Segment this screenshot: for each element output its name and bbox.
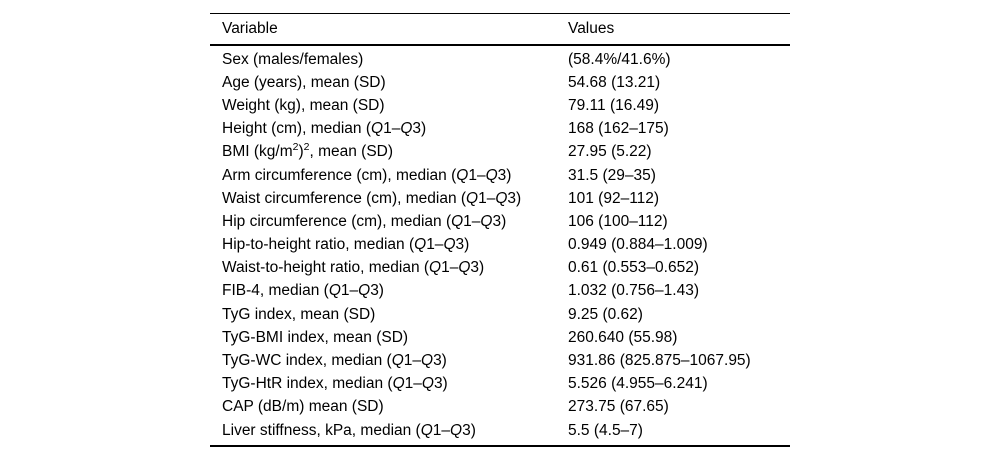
table-row: Age (years), mean (SD) 54.68 (13.21) (210, 71, 790, 94)
table-body: Sex (males/females) (58.4%/41.6%) Age (yea… (210, 46, 790, 445)
summary-table: Variable Values Sex (males/females) (58.4… (210, 13, 790, 448)
variable-cell: Weight (kg), mean (SD) (222, 96, 385, 114)
variable-cell: TyG-HtR index, median (Q1–Q3) (222, 375, 448, 393)
variable-cell: TyG index, mean (SD) (222, 305, 376, 323)
table-header-row: Variable Values (210, 14, 790, 46)
value-cell: 260.640 (55.98) (568, 328, 678, 346)
value-cell: 31.5 (29–35) (568, 166, 656, 184)
variable-cell: Hip circumference (cm), median (Q1–Q3) (222, 212, 507, 230)
variable-cell: Sex (males/females) (222, 50, 364, 68)
table-row: Waist-to-height ratio, median (Q1–Q3) 0.6… (210, 257, 790, 280)
value-cell: 9.25 (0.62) (568, 305, 643, 323)
value-cell: 931.86 (825.875–1067.95) (568, 352, 751, 370)
value-cell: 0.949 (0.884–1.009) (568, 236, 708, 254)
column-header-values: Values (568, 20, 615, 37)
variable-cell: Height (cm), median (Q1–Q3) (222, 120, 427, 138)
value-cell: 101 (92–112) (568, 189, 660, 207)
value-cell: (58.4%/41.6%) (568, 50, 671, 68)
value-cell: 0.61 (0.553–0.652) (568, 259, 699, 277)
value-cell: 27.95 (5.22) (568, 143, 652, 161)
variable-cell: Waist circumference (cm), median (Q1–Q3) (222, 189, 522, 207)
value-cell: 106 (100–112) (568, 212, 668, 230)
variable-cell: FIB-4, median (Q1–Q3) (222, 282, 384, 300)
value-cell: 1.032 (0.756–1.43) (568, 282, 699, 300)
table-row: CAP (dB/m) mean (SD) 273.75 (67.65) (210, 396, 790, 419)
table-row: Height (cm), median (Q1–Q3) 168 (162–175) (210, 118, 790, 141)
value-cell: 79.11 (16.49) (568, 96, 660, 114)
value-cell: 5.526 (4.955–6.241) (568, 375, 708, 393)
table-row: TyG index, mean (SD) 9.25 (0.62) (210, 303, 790, 326)
table-row: BMI (kg/m2)2, mean (SD) 27.95 (5.22) (210, 141, 790, 164)
value-cell: 273.75 (67.65) (568, 398, 669, 416)
table-row: Weight (kg), mean (SD) 79.11 (16.49) (210, 94, 790, 117)
table-row: Sex (males/females) (58.4%/41.6%) (210, 48, 790, 71)
variable-cell: Liver stiffness, kPa, median (Q1–Q3) (222, 421, 476, 439)
value-cell: 168 (162–175) (568, 120, 669, 138)
column-header-variable: Variable (222, 20, 278, 37)
variable-cell: CAP (dB/m) mean (SD) (222, 398, 384, 416)
table-row: TyG-BMI index, mean (SD) 260.640 (55.98) (210, 326, 790, 349)
table-row: TyG-HtR index, median (Q1–Q3) 5.526 (4.95… (210, 373, 790, 396)
table-row: Hip circumference (cm), median (Q1–Q3) 10… (210, 210, 790, 233)
value-cell: 54.68 (13.21) (568, 73, 661, 91)
variable-cell: TyG-BMI index, mean (SD) (222, 328, 409, 346)
variable-cell: Waist-to-height ratio, median (Q1–Q3) (222, 259, 485, 277)
variable-cell: Hip-to-height ratio, median (Q1–Q3) (222, 236, 470, 254)
table-row: FIB-4, median (Q1–Q3) 1.032 (0.756–1.43) (210, 280, 790, 303)
table-row: Hip-to-height ratio, median (Q1–Q3) 0.949… (210, 234, 790, 257)
value-cell: 5.5 (4.5–7) (568, 421, 643, 439)
variable-cell: Arm circumference (cm), median (Q1–Q3) (222, 166, 512, 184)
table-row: Liver stiffness, kPa, median (Q1–Q3) 5.5 … (210, 419, 790, 442)
variable-cell: Age (years), mean (SD) (222, 73, 386, 91)
variable-cell: TyG-WC index, median (Q1–Q3) (222, 352, 447, 370)
table-row: Waist circumference (cm), median (Q1–Q3)… (210, 187, 790, 210)
table-row: Arm circumference (cm), median (Q1–Q3) 31… (210, 164, 790, 187)
variable-cell: BMI (kg/m2)2, mean (SD) (222, 141, 394, 161)
table-row: TyG-WC index, median (Q1–Q3) 931.86 (825.… (210, 349, 790, 372)
